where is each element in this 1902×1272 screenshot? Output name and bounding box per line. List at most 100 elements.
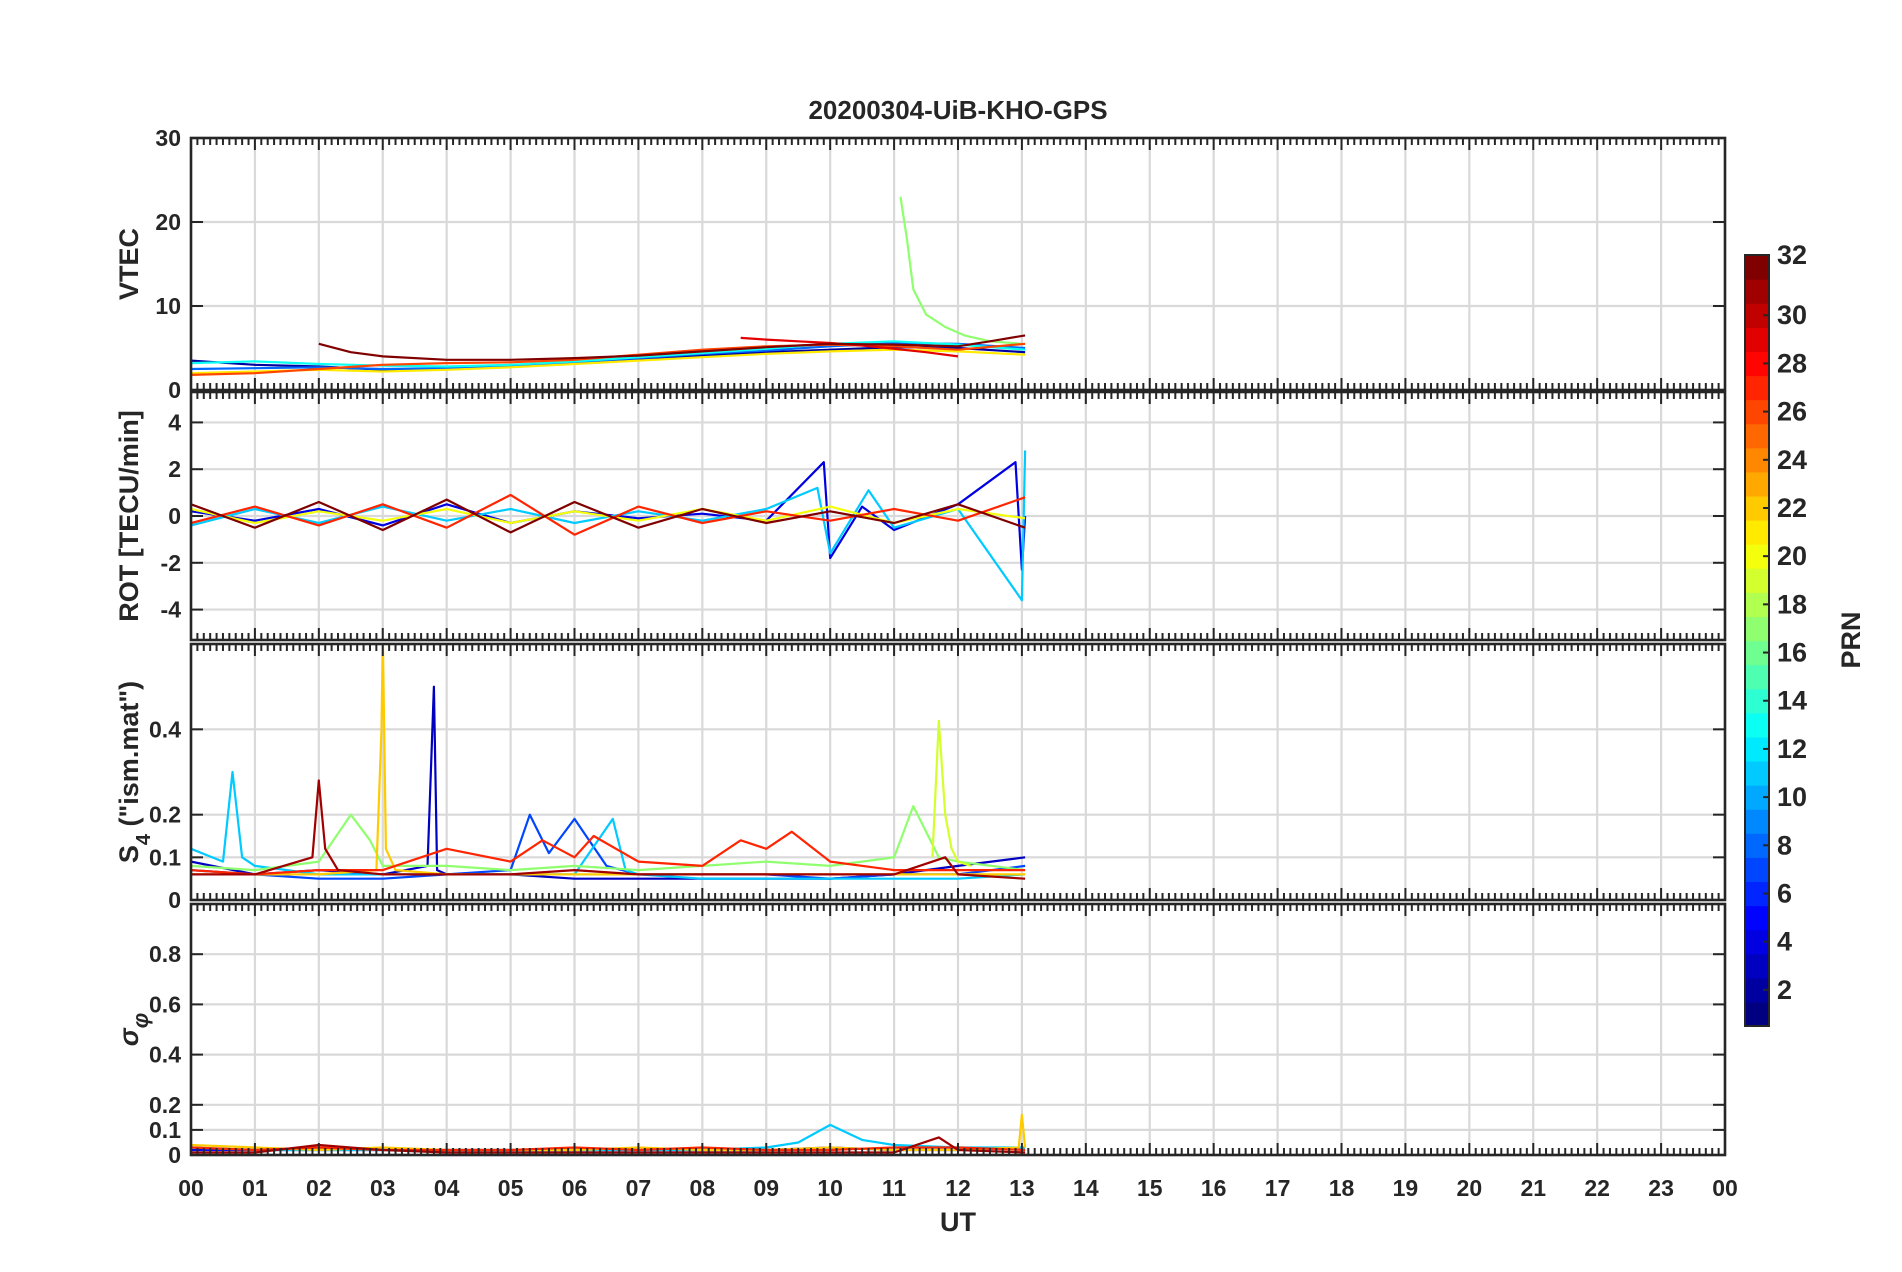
colorbar-segment [1745, 255, 1769, 280]
series-prn-31 [191, 779, 1026, 880]
colorbar-segment [1745, 1001, 1769, 1027]
colorbar-tick-label: 28 [1777, 348, 1807, 378]
colorbar-tick-label: 22 [1777, 493, 1807, 523]
series-prn-17 [191, 804, 1026, 872]
series-prn-13 [191, 340, 1026, 368]
y-label-part: σ [114, 1027, 144, 1046]
series-prn-7 [191, 813, 1026, 880]
x-tick-label: 14 [1073, 1175, 1099, 1201]
y-tick-label: 0.4 [149, 1042, 181, 1068]
x-tick-label: 03 [370, 1175, 396, 1201]
y-axis-label: VTEC [114, 228, 144, 300]
x-tick-label: 22 [1584, 1175, 1610, 1201]
series-prn-19 [931, 719, 972, 867]
y-tick-label: 0.1 [149, 1117, 181, 1143]
y-tick-label: 0.1 [149, 844, 181, 870]
y-label-sub: 4 [133, 833, 155, 845]
x-tick-label: 07 [626, 1175, 652, 1201]
y-tick-label: 10 [155, 293, 181, 319]
y-label-part: S [114, 845, 144, 863]
x-axis-label: UT [940, 1207, 976, 1237]
y-tick-label: 0.4 [149, 716, 181, 742]
colorbar-segment [1745, 616, 1769, 642]
x-tick-label: 23 [1648, 1175, 1674, 1201]
colorbar-tick-label: 16 [1777, 638, 1807, 668]
axes-box [189, 390, 1727, 642]
x-tick-label: 09 [753, 1175, 779, 1201]
colorbar-tick-label: 8 [1777, 830, 1792, 860]
series-group [191, 450, 1027, 602]
x-tick-label: 19 [1393, 1175, 1419, 1201]
series-group [191, 644, 1026, 880]
x-tick-label: 02 [306, 1175, 332, 1201]
y-tick-label: 4 [168, 409, 181, 435]
colorbar-segment [1745, 857, 1769, 883]
series-prn-21 [191, 348, 1026, 375]
y-tick-label: 0 [168, 377, 181, 403]
colorbar-frame [1744, 254, 1770, 1027]
colorbar-tick-label: 6 [1777, 878, 1792, 908]
x-tick-label: 21 [1520, 1175, 1546, 1201]
x-tick-label: 10 [817, 1175, 843, 1201]
axes-box [189, 136, 1727, 392]
colorbar-tick-label: 20 [1777, 541, 1807, 571]
series-prn-27 [191, 493, 1026, 536]
x-tick-label: 17 [1265, 1175, 1291, 1201]
y-tick-label: -2 [161, 550, 181, 576]
colorbar-tick-label: 30 [1777, 300, 1807, 330]
x-tick-label: 05 [498, 1175, 524, 1201]
colorbar-segment [1745, 279, 1769, 304]
colorbar-segment [1745, 327, 1769, 352]
colorbar-tick-label: 26 [1777, 397, 1807, 427]
colorbar-tick-label: 10 [1777, 782, 1807, 812]
x-tick-label: 00 [178, 1175, 204, 1201]
x-tick-label: 01 [242, 1175, 268, 1201]
colorbar-tick-label: 24 [1777, 445, 1807, 475]
series-prn-27 [191, 830, 1026, 876]
colorbar-segment [1745, 712, 1769, 738]
axes-box [189, 642, 1727, 902]
y-tick-label: 0.2 [149, 1092, 181, 1118]
y-tick-label: 0 [168, 503, 181, 529]
x-tick-label: 18 [1329, 1175, 1355, 1201]
x-tick-label: 00 [1712, 1175, 1738, 1201]
y-tick-label: 0 [168, 1142, 181, 1168]
y-tick-label: 20 [155, 209, 181, 235]
series-prn-32 [191, 498, 1026, 534]
x-tick-label: 13 [1009, 1175, 1035, 1201]
colorbar-segment [1745, 568, 1769, 593]
series-prn-17 [899, 196, 1022, 345]
x-tick-label: 16 [1201, 1175, 1227, 1201]
x-tick-label: 15 [1137, 1175, 1163, 1201]
chart-title: 20200304-UiB-KHO-GPS [808, 95, 1107, 125]
x-tick-labels: 00 01 02 03 04 05 06 07 08 09 10 11 12 13 14 15 16 17 18 19… [178, 1175, 1738, 1201]
y-axis-label: σφ [114, 1013, 153, 1046]
y-tick-label: -4 [161, 597, 182, 623]
y-tick-label: 0.6 [149, 991, 181, 1017]
y-label-sub: φ [128, 1013, 153, 1028]
x-tick-label: 04 [434, 1175, 460, 1201]
y-axis-label: ROT [TECU/min] [114, 410, 144, 621]
colorbar-segment [1745, 423, 1769, 449]
colorbar-tick-label: 4 [1777, 927, 1792, 957]
colorbar-segment [1745, 520, 1769, 545]
series-group [191, 196, 1026, 376]
panel-rot: -4 -2 0 2 4 ROT [TECU/min] [114, 390, 1727, 642]
colorbar-tick-label: 32 [1777, 240, 1807, 270]
x-tick-label: 08 [690, 1175, 716, 1201]
colorbar-segment [1745, 953, 1769, 979]
colorbar-tick-label: 12 [1777, 734, 1807, 764]
panel-vtec: 0 10 20 30 VTEC [114, 125, 1727, 403]
y-tick-label: 30 [155, 125, 181, 151]
colorbar-label: PRN [1836, 611, 1866, 668]
colorbar-segment [1745, 664, 1769, 690]
panel-s4: 00.10.20.4S4 ("ism.mat") [114, 642, 1727, 913]
colorbar-segment [1745, 471, 1769, 497]
x-tick-label: 12 [945, 1175, 971, 1201]
x-tick-label: 06 [562, 1175, 588, 1201]
y-tick-label: 2 [168, 456, 181, 482]
y-tick-label: 0.2 [149, 802, 181, 828]
